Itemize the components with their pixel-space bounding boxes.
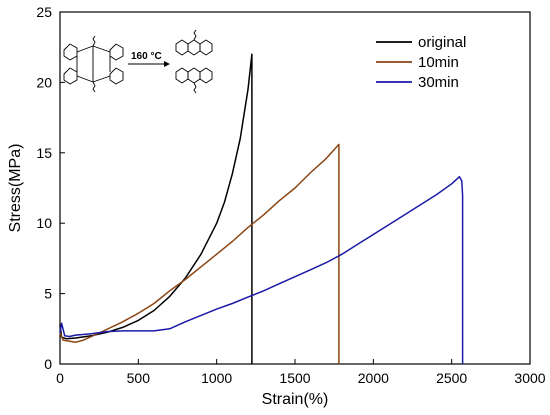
x-tick-label: 1000 xyxy=(201,370,232,386)
x-tick-label: 2500 xyxy=(436,370,467,386)
chemical-structure-diagram: 160 °C xyxy=(63,29,213,94)
y-tick-label: 25 xyxy=(36,4,52,20)
y-axis-label: Stress(MPa) xyxy=(7,144,24,233)
dimer-structure-icon xyxy=(63,35,124,93)
x-tick-label: 3000 xyxy=(514,370,545,386)
x-tick-label: 500 xyxy=(127,370,151,386)
y-tick-label: 5 xyxy=(44,286,52,302)
legend-label-30min: 30min xyxy=(418,74,459,91)
anthracene-structure-icon xyxy=(175,29,213,94)
legend-label-10min: 10min xyxy=(418,54,459,71)
y-tick-group: 0 5 10 15 20 25 xyxy=(36,4,65,372)
legend: original 10min 30min xyxy=(376,34,466,91)
series-line-30min xyxy=(59,175,464,364)
x-tick-label: 0 xyxy=(56,370,64,386)
y-tick-label: 10 xyxy=(36,215,52,231)
series-line-10min xyxy=(59,143,340,364)
legend-label-original: original xyxy=(418,34,466,51)
series-line-original xyxy=(59,53,253,364)
x-tick-label: 2000 xyxy=(358,370,389,386)
x-tick-group: 0 500 1000 1500 2000 2500 3000 xyxy=(56,359,546,386)
series-group xyxy=(59,53,464,364)
reaction-arrow-icon xyxy=(128,61,170,67)
reaction-temperature: 160 °C xyxy=(131,51,162,62)
y-tick-label: 0 xyxy=(44,356,52,372)
y-tick-label: 15 xyxy=(36,145,52,161)
x-tick-label: 1500 xyxy=(279,370,310,386)
x-axis-label: Strain(%) xyxy=(262,391,329,408)
y-tick-label: 20 xyxy=(36,74,52,90)
